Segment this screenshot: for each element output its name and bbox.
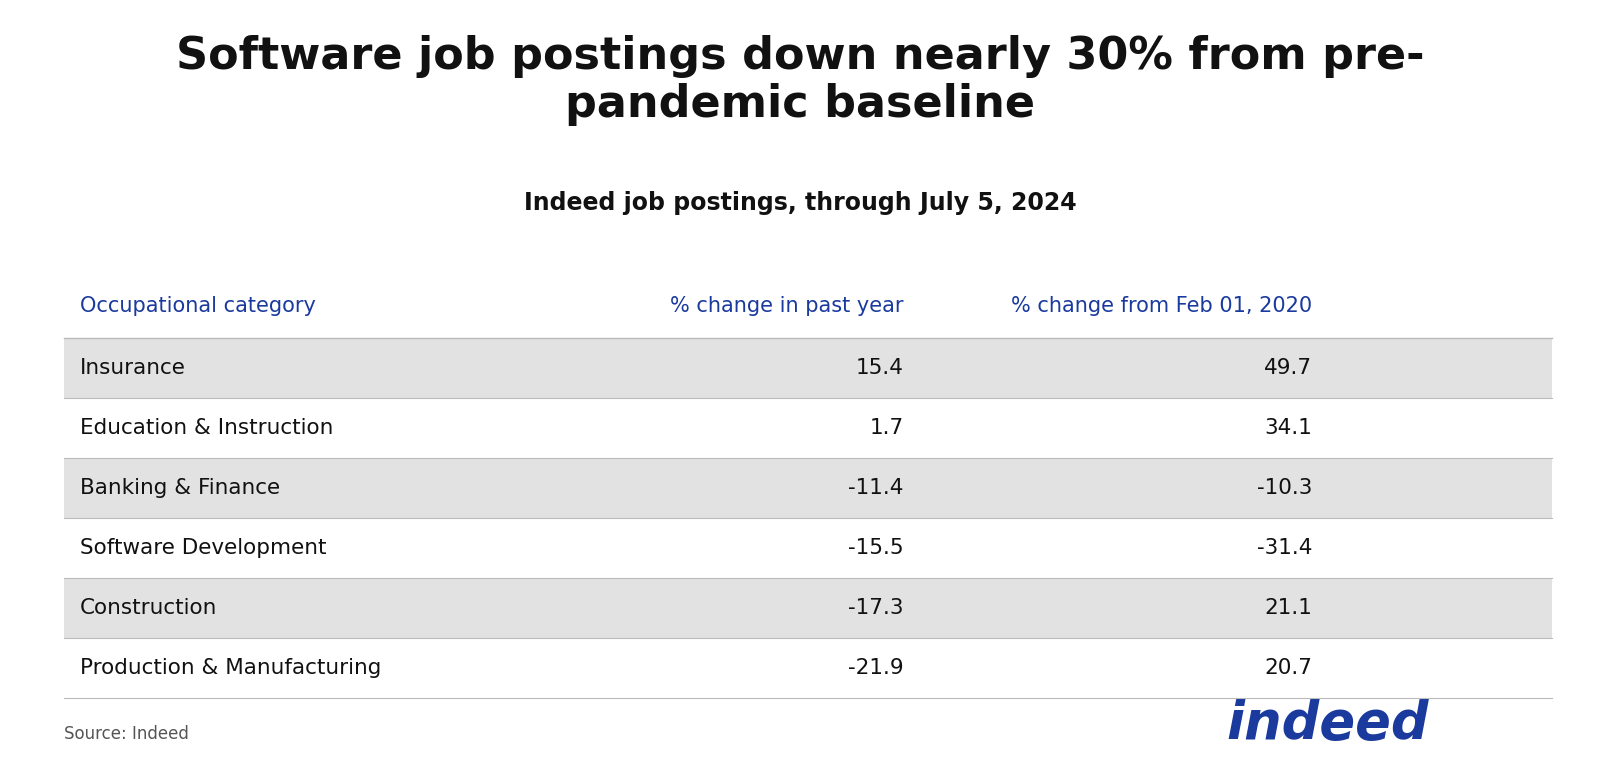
Text: -17.3: -17.3: [848, 598, 904, 618]
Text: Construction: Construction: [80, 598, 218, 618]
Text: Banking & Finance: Banking & Finance: [80, 478, 280, 498]
Text: Software Development: Software Development: [80, 538, 326, 558]
Text: Insurance: Insurance: [80, 359, 186, 378]
Text: 49.7: 49.7: [1264, 359, 1312, 378]
Text: indeed: indeed: [1226, 698, 1429, 750]
Text: -11.4: -11.4: [848, 478, 904, 498]
Text: 15.4: 15.4: [856, 359, 904, 378]
Text: Indeed job postings, through July 5, 2024: Indeed job postings, through July 5, 202…: [523, 191, 1077, 215]
Text: -10.3: -10.3: [1256, 478, 1312, 498]
Text: % change from Feb 01, 2020: % change from Feb 01, 2020: [1011, 296, 1312, 316]
Text: % change in past year: % change in past year: [670, 296, 904, 316]
Text: Software job postings down nearly 30% from pre-
pandemic baseline: Software job postings down nearly 30% fr…: [176, 35, 1424, 126]
Text: Occupational category: Occupational category: [80, 296, 315, 316]
Text: Education & Instruction: Education & Instruction: [80, 419, 333, 438]
Text: -15.5: -15.5: [848, 538, 904, 558]
Text: 21.1: 21.1: [1264, 598, 1312, 618]
Text: 34.1: 34.1: [1264, 419, 1312, 438]
Text: 1.7: 1.7: [870, 419, 904, 438]
Text: Production & Manufacturing: Production & Manufacturing: [80, 658, 381, 678]
Text: Source: Indeed: Source: Indeed: [64, 725, 189, 743]
Text: -21.9: -21.9: [848, 658, 904, 678]
Text: -31.4: -31.4: [1256, 538, 1312, 558]
Text: 20.7: 20.7: [1264, 658, 1312, 678]
